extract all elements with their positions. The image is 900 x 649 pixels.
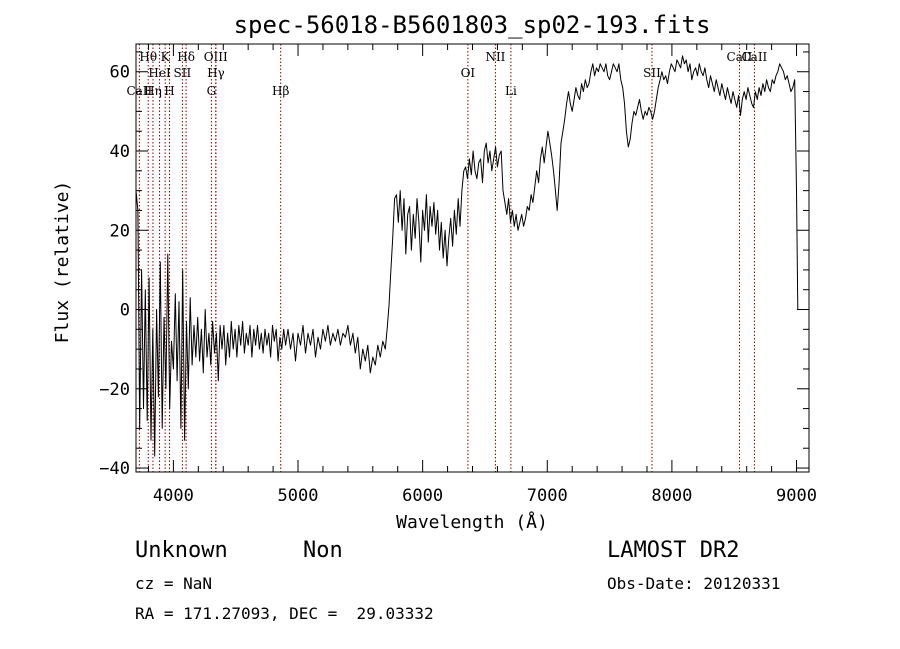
subclass-label: Non — [303, 538, 343, 563]
y-tick-label: 40 — [110, 142, 130, 162]
y-tick-label: −20 — [99, 380, 130, 400]
line-label: SII — [174, 66, 192, 80]
line-label: SII — [643, 66, 661, 80]
y-tick-label: −40 — [99, 459, 130, 479]
line-label: Hδ — [177, 50, 195, 64]
coordinates-label: RA = 171.27093, DEC = 29.03332 — [135, 604, 434, 623]
line-label: HeI — [148, 66, 171, 80]
line-label: Hβ — [272, 84, 289, 98]
x-tick-label: 4000 — [153, 486, 194, 506]
line-label: G — [207, 84, 217, 98]
survey-label: LAMOST DR2 — [607, 538, 740, 563]
y-tick-label: 20 — [110, 221, 130, 241]
x-axis-label: Wavelength (Å) — [396, 511, 548, 533]
classification-label: Unknown — [135, 538, 228, 563]
line-label: OI — [461, 66, 476, 80]
axis-ticks: 4000 5000 6000 7000 8000 9000 −40 −20 0 20 40 60 — [99, 44, 817, 506]
spectral-line-markers: CaIIHθHηHeIKHSIIHδGOIIIHγHβOINIILiSIICaI… — [126, 44, 768, 472]
x-tick-label: 6000 — [402, 486, 443, 506]
line-label: CaII — [126, 84, 152, 98]
line-label: Hγ — [207, 66, 225, 80]
y-tick-label: 0 — [120, 301, 130, 321]
redshift-label: cz = NaN — [135, 574, 213, 593]
obs-date-label: Obs-Date: 20120331 — [607, 574, 781, 593]
y-tick-label: 60 — [110, 63, 130, 83]
chart-title: spec-56018-B5601803_sp02-193.fits — [234, 11, 711, 39]
line-label: CaII — [741, 50, 767, 64]
line-label: Hη — [144, 84, 162, 98]
line-label: NII — [485, 50, 505, 64]
y-axis-label: Flux (relative) — [52, 181, 73, 344]
spectrum-series — [135, 55, 799, 457]
line-label: CaII — [727, 50, 753, 64]
x-tick-label: 8000 — [651, 486, 692, 506]
line-label: K — [161, 50, 171, 64]
plot-frame — [135, 43, 810, 473]
line-label: H — [164, 84, 174, 98]
spectrum-line — [135, 55, 799, 457]
line-label: OIII — [204, 50, 228, 64]
line-label: Li — [505, 84, 517, 98]
line-label: Hθ — [139, 50, 157, 64]
x-tick-label: 7000 — [527, 486, 568, 506]
x-tick-label: 5000 — [278, 486, 319, 506]
x-tick-label: 9000 — [776, 486, 817, 506]
